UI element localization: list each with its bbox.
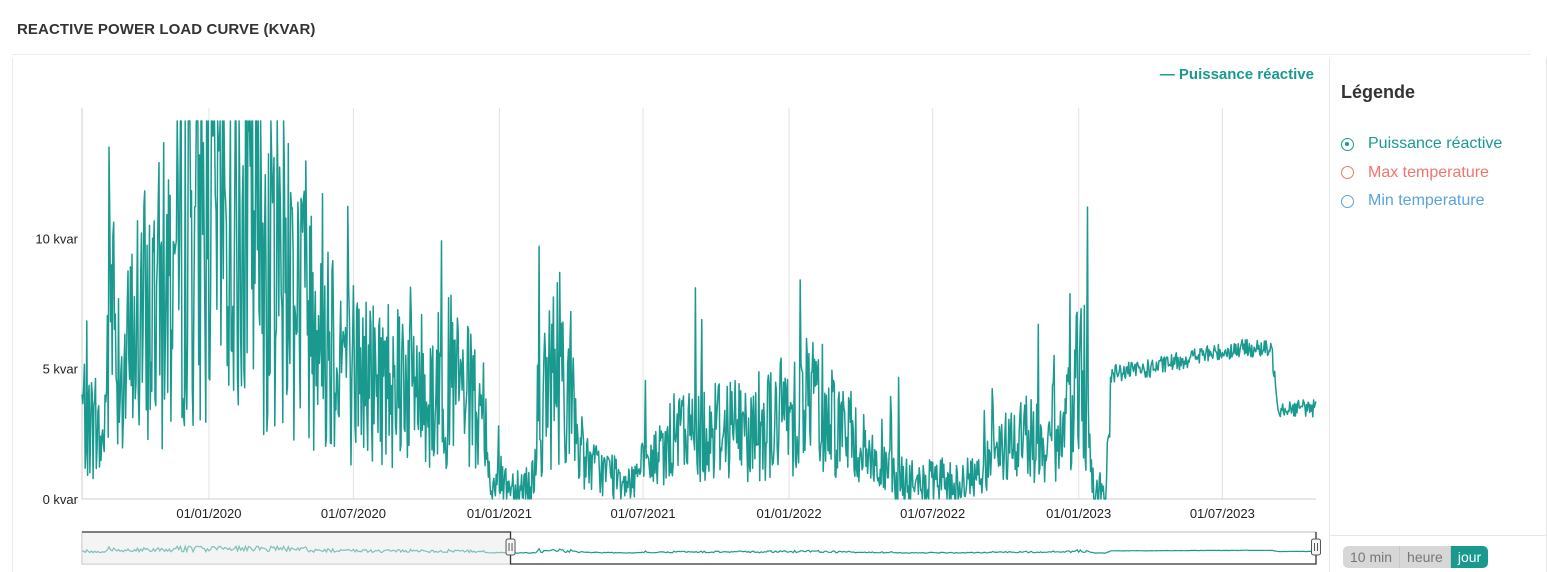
chart-legend-label[interactable]: — Puissance réactive — [1160, 66, 1314, 83]
legend-label-puissance-reactive: Puissance réactive — [1368, 135, 1503, 153]
range-navigator[interactable] — [81, 531, 1321, 565]
legend-item-max-temperature[interactable]: Max temperature — [1341, 159, 1502, 188]
legend-item-puissance-reactive[interactable]: Puissance réactive — [1341, 130, 1502, 159]
x-tick-label-7: 01/07/2023 — [1190, 506, 1255, 521]
resolution-day-button[interactable]: jour — [1450, 546, 1489, 568]
nav-handle-right-grip — [1311, 538, 1321, 556]
x-tick-label-5: 01/07/2022 — [900, 506, 965, 521]
y-tick-labels: 0 kvar 5 kvar 10 kvar — [35, 231, 78, 507]
y-tick-label-0: 0 kvar — [43, 492, 79, 507]
legend-label-max-temperature: Max temperature — [1368, 163, 1489, 181]
nav-handle-left-grip — [505, 538, 516, 556]
x-tick-label-2: 01/01/2021 — [467, 506, 532, 521]
legend-radio-min-temperature[interactable] — [1341, 194, 1354, 208]
page-title: REACTIVE POWER LOAD CURVE (KVAR) — [17, 21, 316, 38]
legend-item-min-temperature[interactable]: Min temperature — [1341, 187, 1502, 216]
y-tick-label-1: 5 kvar — [43, 362, 79, 377]
legend-radio-max-temperature[interactable] — [1341, 166, 1354, 180]
legend-list: Puissance réactive Max temperature Min t… — [1341, 130, 1502, 216]
x-tick-label-3: 01/07/2021 — [611, 506, 676, 521]
resolution-toggle: 10 min heure jour — [1343, 546, 1489, 568]
legend-title: Légende — [1341, 82, 1416, 102]
side-panel-edge — [1546, 58, 1547, 572]
x-tick-labels: 01/01/2020 01/07/2020 01/01/2021 01/07/2021… — [176, 506, 1254, 521]
x-tick-label-6: 01/01/2023 — [1046, 506, 1111, 521]
legend-radio-puissance-reactive[interactable] — [1341, 137, 1354, 151]
resolution-10min-button[interactable]: 10 min — [1343, 546, 1401, 568]
navigator-series-line — [81, 544, 1316, 554]
navigator-unselected-mask — [82, 532, 511, 564]
resolution-hour-button[interactable]: heure — [1400, 546, 1451, 568]
series-line-puissance-reactive[interactable] — [81, 120, 1317, 500]
legend-label-min-temperature: Min temperature — [1368, 192, 1485, 210]
chart-panel — [12, 58, 1329, 572]
side-panel — [1329, 58, 1538, 572]
title-divider — [12, 54, 1530, 55]
x-tick-label-4: 01/01/2022 — [757, 506, 822, 521]
navigator-handle-right[interactable] — [1311, 538, 1321, 556]
y-tick-label-2: 10 kvar — [35, 231, 78, 246]
x-tick-label-1: 01/07/2020 — [321, 506, 386, 521]
navigator-handle-left[interactable] — [505, 538, 516, 556]
side-panel-divider — [1329, 535, 1547, 536]
navigator-faded-overlay — [82, 532, 511, 564]
x-tick-label-0: 01/01/2020 — [176, 506, 241, 521]
